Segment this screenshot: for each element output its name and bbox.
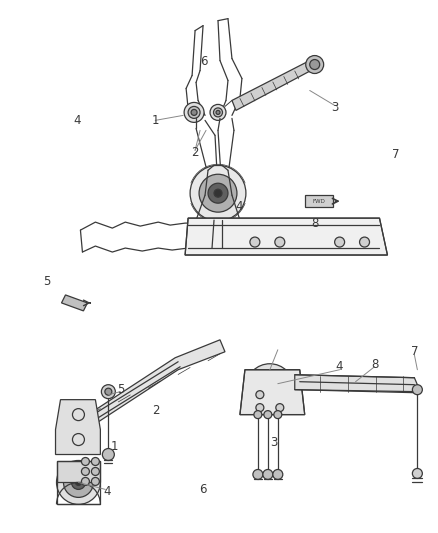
- Text: 4: 4: [235, 200, 242, 213]
- Polygon shape: [72, 340, 225, 437]
- Text: 4: 4: [104, 485, 111, 498]
- Polygon shape: [56, 400, 100, 455]
- Circle shape: [184, 102, 204, 123]
- Circle shape: [64, 467, 93, 497]
- Circle shape: [413, 385, 422, 394]
- Text: 2: 2: [191, 146, 199, 159]
- Circle shape: [263, 470, 273, 480]
- Text: 8: 8: [371, 358, 378, 372]
- Circle shape: [92, 478, 99, 486]
- Text: 1: 1: [152, 114, 159, 127]
- Circle shape: [276, 403, 284, 411]
- Text: 4: 4: [73, 114, 81, 127]
- Circle shape: [254, 410, 262, 418]
- Circle shape: [275, 237, 285, 247]
- Circle shape: [254, 372, 286, 403]
- Circle shape: [81, 467, 89, 475]
- Circle shape: [413, 469, 422, 479]
- Polygon shape: [240, 370, 305, 415]
- Circle shape: [102, 449, 114, 461]
- Polygon shape: [232, 61, 314, 110]
- Polygon shape: [57, 462, 100, 482]
- Circle shape: [71, 475, 85, 489]
- Circle shape: [264, 410, 272, 418]
- Circle shape: [306, 55, 324, 74]
- Polygon shape: [305, 195, 332, 207]
- Text: 6: 6: [199, 483, 207, 496]
- Text: 8: 8: [311, 217, 319, 230]
- Circle shape: [92, 467, 99, 475]
- Text: 7: 7: [392, 148, 399, 161]
- Circle shape: [214, 189, 222, 197]
- Circle shape: [360, 237, 370, 247]
- Circle shape: [274, 410, 282, 418]
- Text: FWD: FWD: [312, 199, 325, 204]
- Circle shape: [216, 110, 220, 115]
- Circle shape: [92, 457, 99, 465]
- Text: 3: 3: [270, 437, 277, 449]
- Text: 2: 2: [152, 403, 159, 416]
- Circle shape: [57, 461, 100, 504]
- Circle shape: [75, 480, 81, 486]
- Circle shape: [188, 107, 200, 118]
- Polygon shape: [295, 375, 417, 392]
- Circle shape: [250, 237, 260, 247]
- Text: 4: 4: [336, 360, 343, 373]
- Circle shape: [273, 470, 283, 480]
- Circle shape: [191, 109, 197, 116]
- Polygon shape: [185, 218, 388, 255]
- Circle shape: [101, 385, 115, 399]
- Circle shape: [310, 60, 320, 69]
- Circle shape: [256, 403, 264, 411]
- Circle shape: [105, 388, 112, 395]
- Text: 7: 7: [411, 345, 418, 358]
- Circle shape: [81, 478, 89, 486]
- Text: 3: 3: [331, 101, 338, 114]
- Circle shape: [81, 457, 89, 465]
- Circle shape: [190, 165, 246, 221]
- Circle shape: [208, 183, 228, 203]
- Circle shape: [199, 174, 237, 212]
- Circle shape: [246, 364, 294, 411]
- Circle shape: [213, 108, 223, 117]
- Text: 5: 5: [117, 383, 124, 396]
- Polygon shape: [61, 295, 88, 311]
- Circle shape: [210, 104, 226, 120]
- Circle shape: [256, 391, 264, 399]
- Circle shape: [335, 237, 345, 247]
- Text: 6: 6: [200, 55, 208, 68]
- Circle shape: [267, 385, 273, 391]
- Circle shape: [263, 381, 277, 394]
- Text: 1: 1: [110, 440, 118, 453]
- Text: 5: 5: [43, 275, 50, 288]
- Circle shape: [253, 470, 263, 480]
